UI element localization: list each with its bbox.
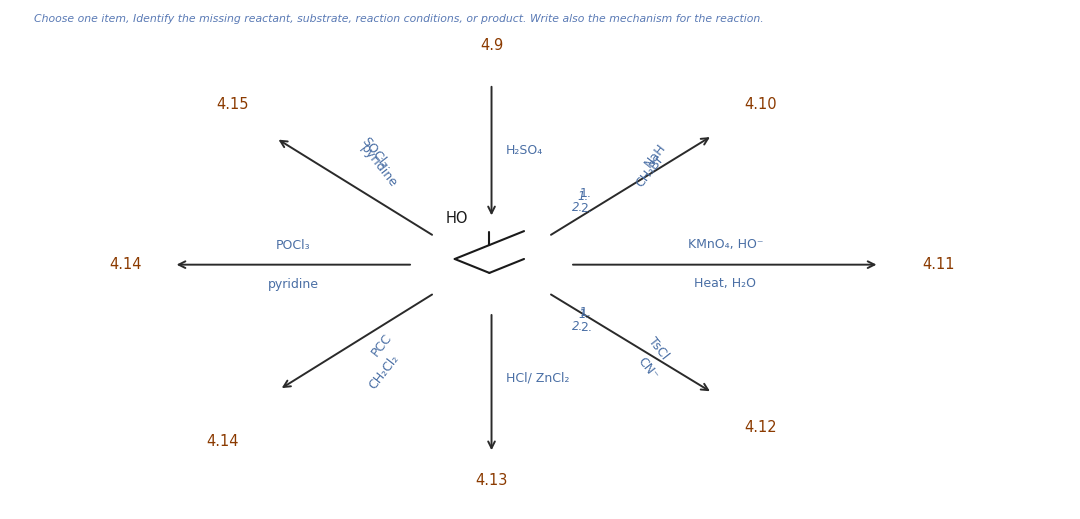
Text: Choose one item, Identify the missing reactant, substrate, reaction conditions, : Choose one item, Identify the missing re… xyxy=(33,15,764,24)
Text: 2.: 2. xyxy=(571,320,583,333)
Text: NaH: NaH xyxy=(642,141,669,170)
Text: pyridine: pyridine xyxy=(268,278,319,291)
Text: 4.11: 4.11 xyxy=(922,257,955,272)
Text: 4.10: 4.10 xyxy=(744,97,778,112)
Text: 1.
2.: 1. 2. xyxy=(580,187,592,215)
Text: HO: HO xyxy=(445,211,468,226)
Text: 4.14: 4.14 xyxy=(206,434,239,449)
Text: pyridine: pyridine xyxy=(357,142,400,190)
Text: KMnO₄, HO⁻: KMnO₄, HO⁻ xyxy=(688,238,764,251)
Text: H₂SO₄: H₂SO₄ xyxy=(505,144,543,157)
Text: POCl₃: POCl₃ xyxy=(276,239,311,252)
Text: 4.13: 4.13 xyxy=(475,473,508,488)
Text: 4.14: 4.14 xyxy=(109,257,141,272)
Text: 2.: 2. xyxy=(571,201,583,214)
Text: TsCl: TsCl xyxy=(646,334,672,362)
Text: PCC: PCC xyxy=(368,331,394,359)
Text: 4.15: 4.15 xyxy=(217,97,249,112)
Text: 1.: 1. xyxy=(577,190,589,203)
Text: 1.
2.: 1. 2. xyxy=(580,306,592,334)
Text: 4.12: 4.12 xyxy=(744,420,778,435)
Text: CH₂Cl₂: CH₂Cl₂ xyxy=(366,352,402,392)
Text: CN⁻: CN⁻ xyxy=(635,354,661,382)
Text: CH₃Br: CH₃Br xyxy=(633,153,666,190)
Text: SOCl₂: SOCl₂ xyxy=(359,135,391,171)
Text: HCl/ ZnCl₂: HCl/ ZnCl₂ xyxy=(505,372,569,385)
Text: Heat, H₂O: Heat, H₂O xyxy=(694,277,756,290)
Text: 4.9: 4.9 xyxy=(480,38,503,53)
Text: 1.: 1. xyxy=(578,308,590,321)
